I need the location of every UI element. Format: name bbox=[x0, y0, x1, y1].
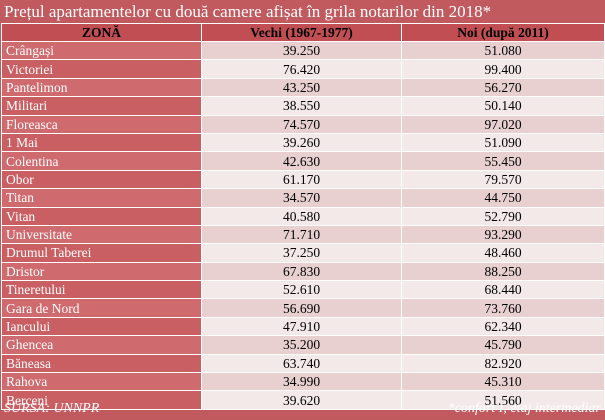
new-price-cell: 50.140 bbox=[401, 96, 605, 116]
new-price-cell: 45.310 bbox=[401, 372, 605, 392]
table-row: Victoriei 76.420 99.400 bbox=[1, 59, 605, 79]
zone-cell: Drumul Taberei bbox=[1, 243, 202, 263]
zone-cell: Dristor bbox=[1, 261, 202, 282]
new-price-cell: 48.460 bbox=[401, 243, 605, 263]
zone-cell: Gara de Nord bbox=[1, 298, 202, 318]
column-header-old: Vechi (1967-1977) bbox=[201, 23, 402, 42]
new-price-cell: 88.250 bbox=[401, 261, 605, 282]
new-price-cell: 79.570 bbox=[401, 169, 605, 190]
old-price-cell: 34.570 bbox=[201, 188, 402, 208]
zone-cell: Militari bbox=[1, 96, 202, 116]
table-row: Berceni 39.620 51.560 bbox=[1, 390, 605, 410]
zone-cell: Băneasa bbox=[1, 353, 202, 374]
table-row: Tineretului 52.610 68.440 bbox=[1, 280, 605, 300]
new-price-cell: 68.440 bbox=[401, 280, 605, 300]
old-price-cell: 71.710 bbox=[201, 224, 402, 245]
old-price-cell: 61.170 bbox=[201, 169, 402, 190]
table-row: Gara de Nord 56.690 73.760 bbox=[1, 298, 605, 318]
table-row: Drumul Taberei 37.250 48.460 bbox=[1, 243, 605, 263]
old-price-cell: 39.620 bbox=[201, 390, 402, 410]
table-row: Floreasca 74.570 97.020 bbox=[1, 114, 605, 134]
zone-cell: Tineretului bbox=[1, 280, 202, 300]
new-price-cell: 55.450 bbox=[401, 151, 605, 171]
old-price-cell: 35.200 bbox=[201, 335, 402, 355]
new-price-cell: 82.920 bbox=[401, 353, 605, 374]
table-row: Crângași 39.250 51.080 bbox=[1, 40, 605, 61]
zone-cell: Crângași bbox=[1, 40, 202, 61]
table-row: Titan 34.570 44.750 bbox=[1, 188, 605, 208]
new-price-cell: 56.270 bbox=[401, 77, 605, 98]
new-price-cell: 62.340 bbox=[401, 316, 605, 337]
new-price-cell: 51.560 bbox=[401, 390, 605, 410]
old-price-cell: 63.740 bbox=[201, 353, 402, 374]
table-row: Ghencea 35.200 45.790 bbox=[1, 335, 605, 355]
zone-cell: Berceni bbox=[1, 390, 202, 410]
new-price-cell: 97.020 bbox=[401, 114, 605, 134]
price-table: ZONĂ Vechi (1967-1977) Noi (după 2011) C… bbox=[1, 23, 605, 410]
old-price-cell: 52.610 bbox=[201, 280, 402, 300]
column-header-new: Noi (după 2011) bbox=[401, 23, 605, 42]
table-row: Rahova 34.990 45.310 bbox=[1, 372, 605, 392]
old-price-cell: 34.990 bbox=[201, 372, 402, 392]
zone-cell: Floreasca bbox=[1, 114, 202, 134]
old-price-cell: 67.830 bbox=[201, 261, 402, 282]
table-row: Iancului 47.910 62.340 bbox=[1, 316, 605, 337]
old-price-cell: 40.580 bbox=[201, 206, 402, 226]
table-footer: SURSA: UNNPR *confort I, etaj intermedia… bbox=[0, 398, 605, 420]
old-price-cell: 74.570 bbox=[201, 114, 402, 134]
source-label: SURSA: UNNPR bbox=[4, 401, 100, 416]
table-row: Colentina 42.630 55.450 bbox=[1, 151, 605, 171]
old-price-cell: 43.250 bbox=[201, 77, 402, 98]
table-row: 1 Mai 39.260 51.090 bbox=[1, 132, 605, 153]
zone-cell: Pantelimon bbox=[1, 77, 202, 98]
table-row: Universitate 71.710 93.290 bbox=[1, 224, 605, 245]
table-row: Militari 38.550 50.140 bbox=[1, 96, 605, 116]
new-price-cell: 93.290 bbox=[401, 224, 605, 245]
new-price-cell: 51.090 bbox=[401, 132, 605, 153]
column-header-zone: ZONĂ bbox=[1, 23, 202, 42]
table-title: Prețul apartamentelor cu două camere afi… bbox=[4, 2, 492, 21]
new-price-cell: 44.750 bbox=[401, 188, 605, 208]
zone-cell: Titan bbox=[1, 188, 202, 208]
zone-cell: Iancului bbox=[1, 316, 202, 337]
old-price-cell: 37.250 bbox=[201, 243, 402, 263]
zone-cell: Universitate bbox=[1, 224, 202, 245]
table-row: Dristor 67.830 88.250 bbox=[1, 261, 605, 282]
table-row: Vitan 40.580 52.790 bbox=[1, 206, 605, 226]
zone-cell: Obor bbox=[1, 169, 202, 190]
new-price-cell: 99.400 bbox=[401, 59, 605, 79]
old-price-cell: 56.690 bbox=[201, 298, 402, 318]
zone-cell: Colentina bbox=[1, 151, 202, 171]
old-price-cell: 42.630 bbox=[201, 151, 402, 171]
zone-cell: Ghencea bbox=[1, 335, 202, 355]
zone-cell: 1 Mai bbox=[1, 132, 202, 153]
old-price-cell: 47.910 bbox=[201, 316, 402, 337]
table-row: Obor 61.170 79.570 bbox=[1, 169, 605, 190]
old-price-cell: 76.420 bbox=[201, 59, 402, 79]
table-row: Băneasa 63.740 82.920 bbox=[1, 353, 605, 374]
header-row: ZONĂ Vechi (1967-1977) Noi (după 2011) bbox=[1, 23, 605, 42]
new-price-cell: 51.080 bbox=[401, 40, 605, 61]
table-row: Pantelimon 43.250 56.270 bbox=[1, 77, 605, 98]
old-price-cell: 39.260 bbox=[201, 132, 402, 153]
old-price-cell: 38.550 bbox=[201, 96, 402, 116]
new-price-cell: 73.760 bbox=[401, 298, 605, 318]
new-price-cell: 52.790 bbox=[401, 206, 605, 226]
zone-cell: Victoriei bbox=[1, 59, 202, 79]
new-price-cell: 45.790 bbox=[401, 335, 605, 355]
old-price-cell: 39.250 bbox=[201, 40, 402, 61]
footnote: *confort I, etaj intermediar bbox=[447, 401, 601, 416]
zone-cell: Rahova bbox=[1, 372, 202, 392]
zone-cell: Vitan bbox=[1, 206, 202, 226]
